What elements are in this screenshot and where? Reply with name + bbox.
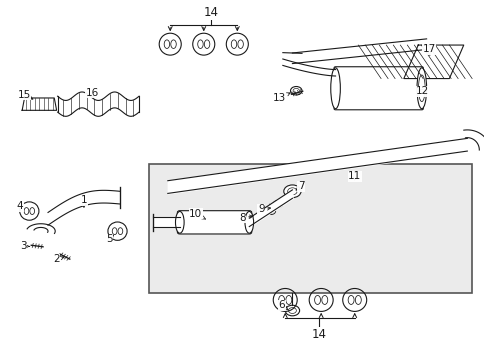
- Text: 12: 12: [415, 86, 428, 96]
- Ellipse shape: [330, 68, 340, 109]
- Ellipse shape: [244, 211, 253, 233]
- Text: 3: 3: [20, 241, 30, 251]
- Text: 8: 8: [238, 213, 252, 223]
- Ellipse shape: [416, 68, 426, 109]
- Ellipse shape: [290, 86, 302, 95]
- Ellipse shape: [265, 207, 275, 215]
- Text: 9: 9: [258, 204, 270, 214]
- Text: 1: 1: [81, 195, 87, 207]
- Polygon shape: [22, 98, 57, 110]
- Polygon shape: [403, 45, 463, 78]
- FancyBboxPatch shape: [148, 164, 471, 293]
- Text: 15: 15: [18, 90, 33, 100]
- Text: 11: 11: [347, 171, 361, 181]
- Text: 2: 2: [53, 255, 64, 264]
- Text: 17: 17: [422, 45, 435, 55]
- Ellipse shape: [283, 185, 301, 198]
- Text: 14: 14: [203, 6, 218, 19]
- Text: 13: 13: [272, 93, 289, 103]
- Text: 10: 10: [189, 208, 205, 219]
- FancyBboxPatch shape: [177, 211, 251, 234]
- Text: 16: 16: [85, 87, 99, 98]
- FancyBboxPatch shape: [333, 67, 423, 110]
- Ellipse shape: [285, 305, 299, 316]
- Text: 5: 5: [106, 234, 113, 244]
- Text: 14: 14: [311, 328, 325, 341]
- Text: 6: 6: [278, 300, 287, 310]
- Ellipse shape: [273, 201, 282, 207]
- Text: 4: 4: [17, 202, 23, 211]
- Ellipse shape: [175, 211, 184, 233]
- Text: 7: 7: [295, 181, 304, 192]
